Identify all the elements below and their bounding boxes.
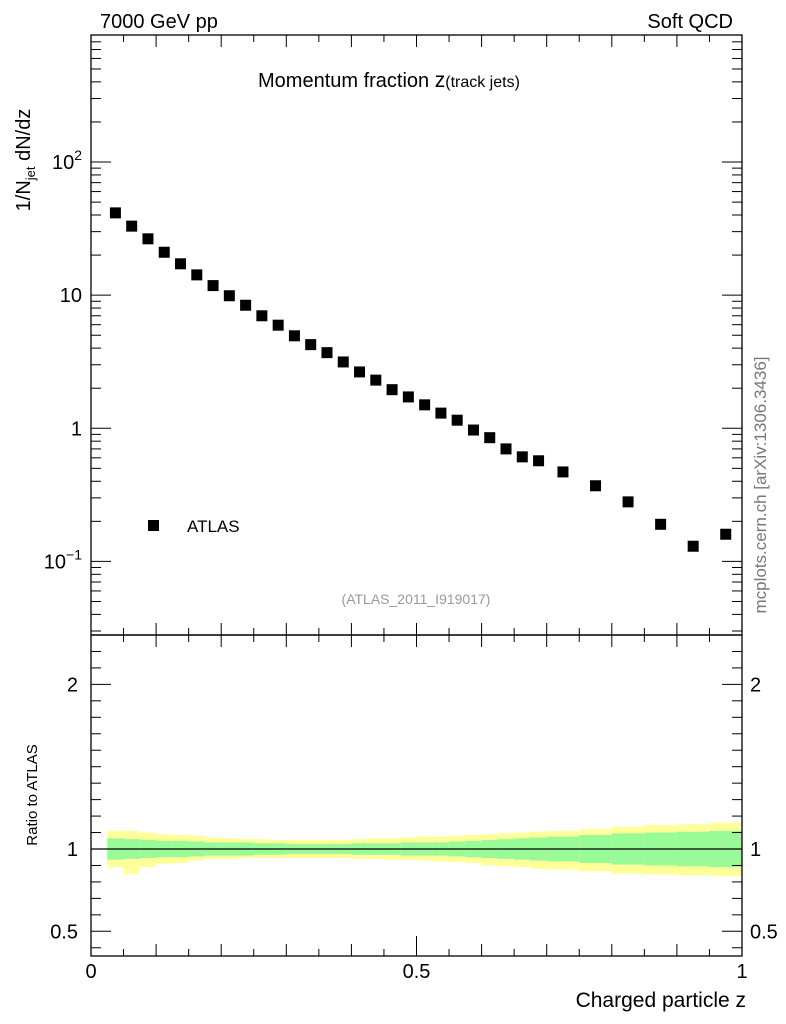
ratio-y-axis-label: Ratio to ATLAS xyxy=(24,744,41,845)
data-point xyxy=(516,451,528,463)
data-point xyxy=(305,339,317,351)
x-tick-label: 1 xyxy=(736,961,747,983)
y-tick-label: 10 xyxy=(60,285,82,307)
process-label: Soft QCD xyxy=(647,11,733,33)
data-point xyxy=(370,374,382,386)
chart-title-sub: (track jets) xyxy=(445,74,520,91)
y-tick-base: 10 xyxy=(60,285,82,307)
data-point xyxy=(655,518,667,530)
data-point xyxy=(590,480,602,492)
x-tick-label: 0.5 xyxy=(403,961,431,983)
data-point xyxy=(354,366,366,378)
y-tick-exponent: −1 xyxy=(66,546,82,562)
y-tick-label: 10−1 xyxy=(44,546,82,573)
y-axis-label-a: 1/N xyxy=(13,180,35,211)
data-point xyxy=(402,391,414,403)
x-tick-label: 0 xyxy=(85,961,96,983)
data-point xyxy=(240,299,252,311)
data-point xyxy=(337,356,349,368)
data-point xyxy=(109,207,121,219)
y-tick-base: 10 xyxy=(44,551,66,573)
data-point xyxy=(207,280,219,292)
data-point xyxy=(175,258,187,270)
chart-title-variable: z xyxy=(435,69,446,92)
analysis-tag: (ATLAS_2011_I919017) xyxy=(342,591,491,607)
y-tick-base: 1 xyxy=(71,418,82,440)
ratio-y-tick-label-left: 2 xyxy=(67,674,78,696)
data-point xyxy=(622,496,634,508)
ratio-axis-ticks xyxy=(90,635,743,956)
y-tick-label: 1 xyxy=(71,418,82,440)
y-axis-label-sub: jet xyxy=(23,166,38,181)
data-point xyxy=(191,269,203,281)
data-point xyxy=(386,384,398,396)
data-point xyxy=(126,220,138,232)
legend-label: ATLAS xyxy=(187,517,240,536)
chart-title-main: Momentum fraction xyxy=(258,70,435,92)
x-axis-label: Charged particle z xyxy=(576,989,746,1012)
ratio-y-tick-label-left: 0.5 xyxy=(50,921,78,943)
data-point xyxy=(500,443,512,455)
data-point xyxy=(484,432,496,444)
energy-label: 7000 GeV pp xyxy=(100,11,218,33)
ratio-y-tick-label-left: 1 xyxy=(67,839,78,861)
data-point xyxy=(158,246,170,258)
data-point xyxy=(467,424,479,436)
data-point xyxy=(321,347,333,359)
data-point xyxy=(687,540,699,552)
legend-marker xyxy=(148,520,159,531)
x-tick-labels: 0 0.5 1 xyxy=(85,961,747,983)
y-axis-label-b: dN/dz xyxy=(13,109,35,167)
y-tick-exponent: 2 xyxy=(74,147,82,163)
y-tick-label: 102 xyxy=(52,147,82,174)
ratio-y-tick-labels: 0.5 0.5 1 1 2 2 xyxy=(50,674,778,943)
data-point xyxy=(142,233,154,245)
data-point xyxy=(419,399,431,411)
data-point xyxy=(533,455,545,467)
data-point xyxy=(272,319,284,331)
data-point xyxy=(451,414,463,426)
y-tick-base: 10 xyxy=(52,152,74,174)
data-point xyxy=(223,290,235,302)
main-axis-ticks xyxy=(90,34,743,635)
ratio-y-tick-label-right: 0.5 xyxy=(750,921,778,943)
chart-title: Momentum fraction z(track jets) xyxy=(258,69,520,92)
data-markers xyxy=(109,207,732,552)
data-point xyxy=(288,330,300,342)
data-point xyxy=(256,310,268,322)
data-point xyxy=(557,466,569,478)
y-axis-label: 1/Njet dN/dz xyxy=(13,109,38,212)
ratio-y-tick-label-right: 1 xyxy=(750,839,761,861)
ratio-y-tick-label-right: 2 xyxy=(750,674,761,696)
source-label: mcplots.cern.ch [arXiv:1306.3436] xyxy=(751,356,770,613)
data-point xyxy=(435,407,447,419)
data-point xyxy=(720,528,732,540)
